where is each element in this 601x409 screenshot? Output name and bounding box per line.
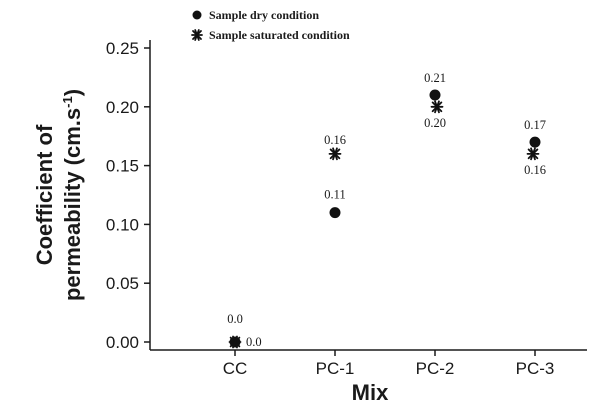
x-axis: CC PC-1 PC-2 PC-3 bbox=[150, 349, 587, 378]
legend-asterisk bbox=[191, 29, 203, 41]
x-ticks: CC PC-1 PC-2 PC-3 bbox=[223, 350, 555, 378]
y-tick-label: 0.10 bbox=[106, 215, 139, 234]
dry-data-label: 0.11 bbox=[324, 188, 345, 202]
x-tick-label: PC-3 bbox=[516, 359, 555, 378]
saturated-point bbox=[430, 100, 444, 114]
legend-marker-dry bbox=[192, 10, 202, 20]
x-tick-label: PC-2 bbox=[416, 359, 455, 378]
data-points bbox=[228, 89, 541, 349]
y-axis: 0.00 0.05 0.10 0.15 0.20 0.25 bbox=[106, 39, 151, 352]
legend-label-saturated: Sample saturated condition bbox=[209, 28, 350, 42]
dry-data-label: 0.17 bbox=[524, 118, 546, 132]
saturated-point bbox=[228, 335, 242, 349]
saturated-data-label: 0.16 bbox=[524, 163, 546, 177]
saturated-data-label: 0.0 bbox=[246, 335, 262, 349]
y-tick-label: 0.15 bbox=[106, 157, 139, 176]
y-axis-title-line2: permeability (cm.s-1) bbox=[60, 89, 85, 301]
x-axis-title: Mix bbox=[352, 380, 389, 405]
x-tick-label: CC bbox=[223, 359, 248, 378]
y-tick-label: 0.00 bbox=[106, 333, 139, 352]
saturated-data-label: 0.16 bbox=[324, 133, 346, 147]
y-tick-label: 0.05 bbox=[106, 274, 139, 293]
data-labels: 0.0 0.11 0.21 0.17 0.0 0.16 0.20 0.16 bbox=[227, 71, 546, 349]
dry-point bbox=[329, 207, 341, 219]
dry-data-label: 0.21 bbox=[424, 71, 446, 85]
y-tick-label: 0.20 bbox=[106, 98, 139, 117]
legend: Sample dry condition Sample saturated co… bbox=[191, 8, 350, 42]
dry-point bbox=[529, 136, 541, 148]
y-axis-title-line1: Coefficient of bbox=[32, 124, 57, 265]
x-tick-label: PC-1 bbox=[316, 359, 355, 378]
y-ticks: 0.00 0.05 0.10 0.15 0.20 0.25 bbox=[106, 39, 150, 352]
saturated-point bbox=[328, 147, 342, 161]
saturated-data-label: 0.20 bbox=[424, 116, 446, 130]
dry-point bbox=[429, 89, 441, 101]
dry-data-label: 0.0 bbox=[227, 312, 243, 326]
legend-marker-saturated bbox=[191, 29, 203, 41]
y-tick-label: 0.25 bbox=[106, 39, 139, 58]
legend-label-dry: Sample dry condition bbox=[209, 8, 319, 22]
saturated-point bbox=[526, 147, 540, 161]
